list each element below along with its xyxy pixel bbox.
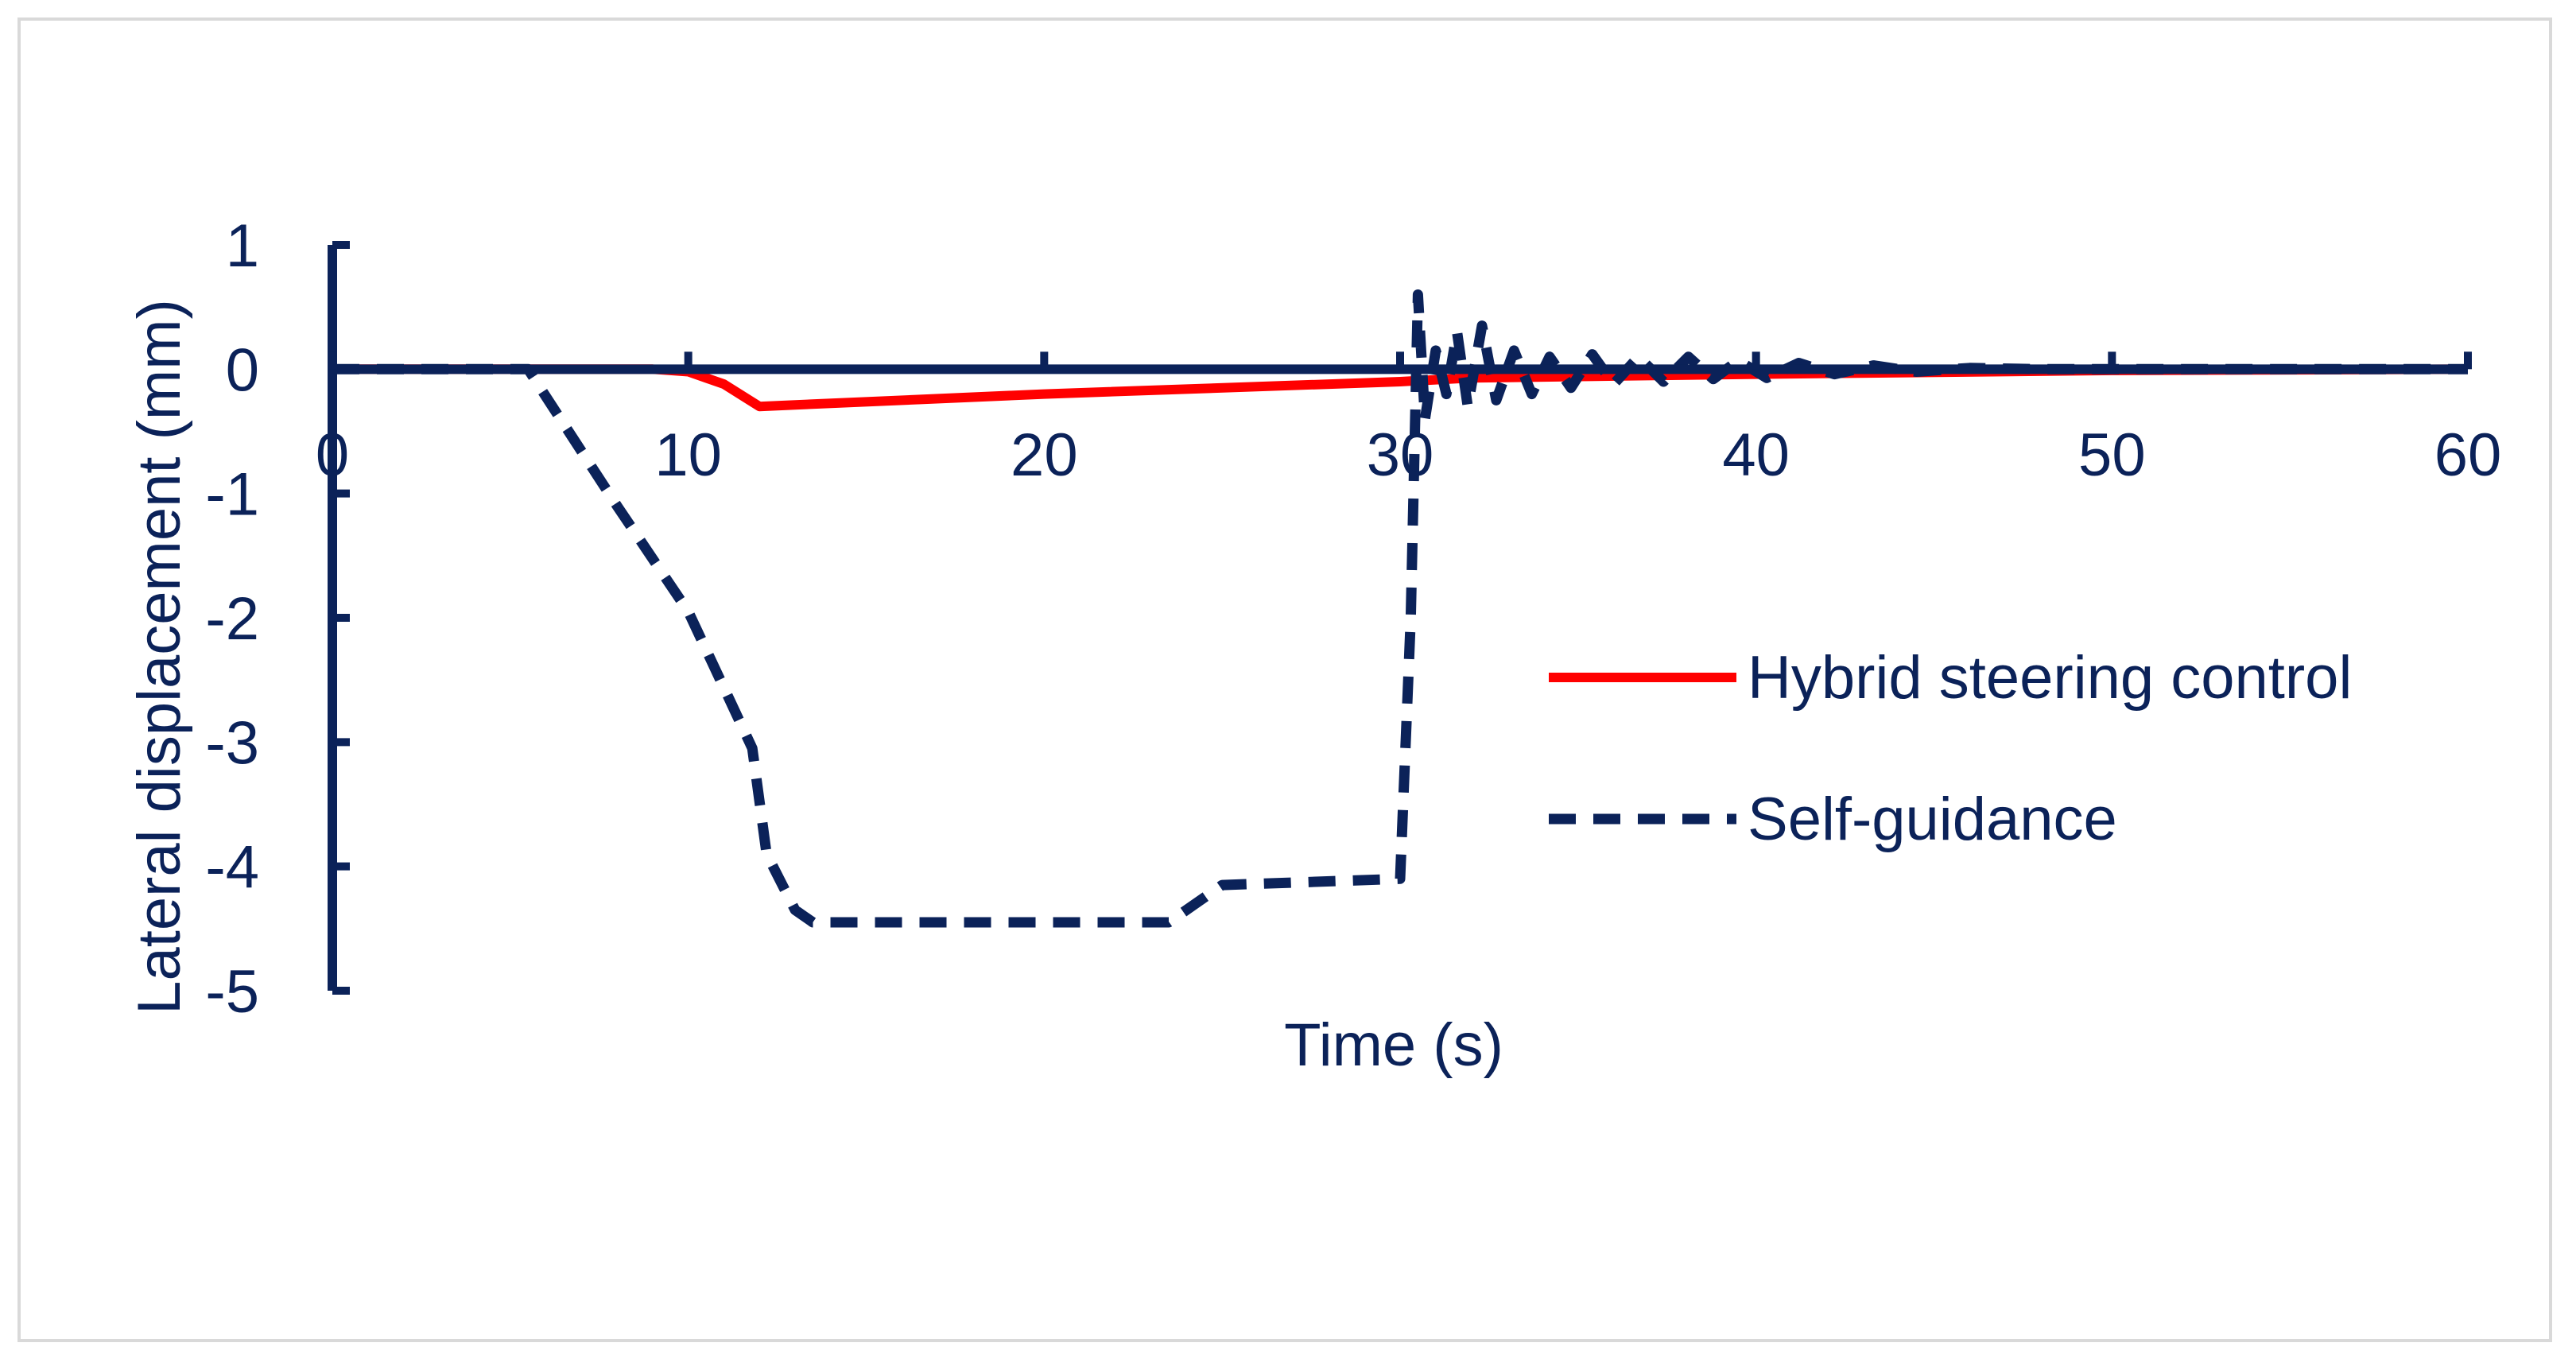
- x-tick-label: 0: [316, 421, 349, 489]
- x-tick-label: 40: [1722, 421, 1790, 489]
- chart-frame: 1 0 -1 -2 -3 -4 -5 0 10 20 30 40 50 60 Time (s) Later…: [17, 17, 2552, 1342]
- y-tick-label: 1: [226, 212, 259, 280]
- legend-label-hybrid-steering-control: Hybrid steering control: [1748, 644, 2352, 712]
- x-tick-label: 20: [1011, 421, 1078, 489]
- x-tick-label: 30: [1367, 421, 1434, 489]
- series-line-self-guidance: [332, 289, 2468, 928]
- x-axis-title: Time (s): [1284, 1011, 1503, 1079]
- y-axis-title: Lateral displacement (mm): [126, 299, 193, 1015]
- series-line-hybrid-steering-control: [332, 364, 2469, 412]
- x-tick-label: 50: [2078, 421, 2146, 489]
- y-tick-label: -3: [205, 709, 259, 777]
- chart-svg: 10-1-2-3-4-50 10 20 30 40 50 60 Time (s) Later…: [126, 212, 2501, 1079]
- y-tick-label: -4: [205, 834, 259, 902]
- x-tick-label: 60: [2434, 421, 2502, 489]
- y-tick-label: 0: [226, 336, 259, 404]
- legend: Hybrid steering control Self-guidance: [1549, 644, 2352, 853]
- legend-label-self-guidance: Self-guidance: [1748, 786, 2117, 853]
- series-layer: [332, 289, 2469, 928]
- ticks-layer: 10-1-2-3-4-50 10 20 30 40 50 60: [205, 212, 2501, 1026]
- y-tick-label: -2: [205, 585, 259, 653]
- x-tick-label: 10: [654, 421, 722, 489]
- y-tick-label: -1: [205, 461, 259, 529]
- y-tick-label: -5: [205, 958, 259, 1026]
